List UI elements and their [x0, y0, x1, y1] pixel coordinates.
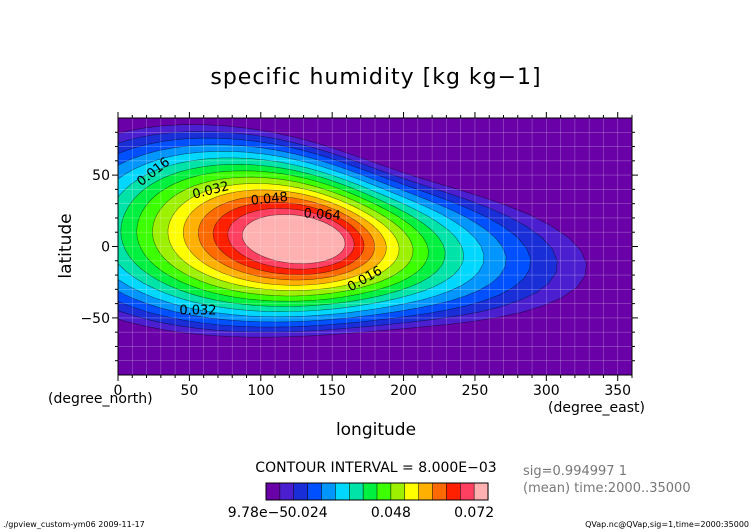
x-axis-label: longitude: [336, 420, 416, 440]
x-tick-label: 50: [180, 383, 198, 399]
colorbar-swatch: [446, 482, 461, 501]
colorbar-swatch: [349, 482, 364, 501]
colorbar-label: 0.072: [454, 505, 494, 521]
colorbar: [265, 482, 489, 501]
x-tick-label: 100: [247, 383, 274, 399]
colorbar-swatch: [460, 482, 475, 501]
x-tick-label: 250: [462, 383, 489, 399]
x-unit-label: (degree_east): [548, 400, 645, 416]
y-axis: 50 0 −50: [80, 131, 638, 362]
colorbar-swatch: [418, 482, 434, 501]
info-sig: sig=0.994997 1: [523, 464, 627, 479]
contour-label: 0.048: [250, 190, 289, 209]
colorbar-swatch: [432, 482, 447, 501]
colorbar-labels: 9.78e−5 0.024 0.048 0.072: [228, 505, 494, 521]
contour-fills: [118, 124, 587, 338]
contour-band: [241, 214, 346, 265]
colorbar-swatch: [307, 482, 323, 501]
y-axis-label: latitude: [56, 213, 76, 278]
x-tick-label: 300: [533, 383, 560, 399]
colorbar-swatch: [376, 482, 392, 501]
colorbar-label: 0.024: [288, 505, 328, 521]
colorbar-swatch: [265, 482, 281, 501]
contour-label: 0.032: [179, 303, 216, 318]
colorbar-swatch: [404, 482, 420, 501]
x-tick-label: 0: [114, 383, 123, 399]
colorbar-swatch: [362, 482, 378, 501]
x-tick-label: 150: [319, 383, 346, 399]
contour-interval-text: CONTOUR INTERVAL = 8.000E−03: [255, 460, 496, 476]
grid-lines: [118, 118, 632, 375]
y-tick-label: −50: [80, 311, 110, 327]
colorbar-frame: [265, 482, 489, 501]
y-tick-label: 50: [92, 168, 110, 184]
colorbar-swatch: [321, 482, 336, 501]
x-tick-label: 350: [604, 383, 631, 399]
footer-left: ./gpview_custom-ym06 2009-11-17: [3, 520, 145, 529]
colorbar-swatch: [335, 482, 350, 501]
chart-title: specific humidity [kg kg−1]: [210, 65, 541, 90]
info-time: (mean) time:2000..35000: [523, 481, 691, 496]
y-tick-label: 0: [101, 240, 110, 256]
colorbar-swatch: [473, 482, 489, 501]
colorbar-swatch: [293, 482, 309, 501]
x-axis: 0 50 100 150 200 250 300 350: [114, 112, 633, 399]
colorbar-swatch: [390, 482, 406, 501]
y-unit-label: (degree_north): [48, 391, 153, 407]
footer-right: QVap.nc@QVap,sig=1,time=2000:35000: [585, 520, 749, 529]
colorbar-label: 9.78e−5: [228, 505, 288, 521]
colorbar-swatch: [279, 482, 295, 501]
contour-label: 0.064: [303, 206, 341, 224]
colorbar-label: 0.048: [371, 505, 411, 521]
x-tick-label: 200: [390, 383, 417, 399]
